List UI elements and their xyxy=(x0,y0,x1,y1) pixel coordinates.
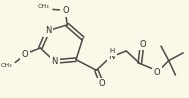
Text: O: O xyxy=(22,50,28,59)
Text: CH₃: CH₃ xyxy=(1,63,12,68)
Text: O: O xyxy=(154,68,160,77)
Text: O: O xyxy=(99,79,105,88)
Text: N: N xyxy=(45,26,51,35)
Text: H: H xyxy=(109,48,114,54)
Text: O: O xyxy=(62,6,69,15)
Text: O: O xyxy=(139,40,146,49)
Text: CH₃: CH₃ xyxy=(37,4,49,9)
Text: N: N xyxy=(52,57,58,66)
Text: N: N xyxy=(108,52,115,61)
